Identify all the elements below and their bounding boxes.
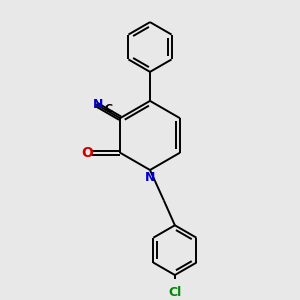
Text: N: N bbox=[93, 98, 103, 111]
Text: N: N bbox=[145, 171, 155, 184]
Text: C: C bbox=[104, 104, 112, 114]
Text: O: O bbox=[82, 146, 93, 160]
Text: Cl: Cl bbox=[168, 286, 182, 299]
